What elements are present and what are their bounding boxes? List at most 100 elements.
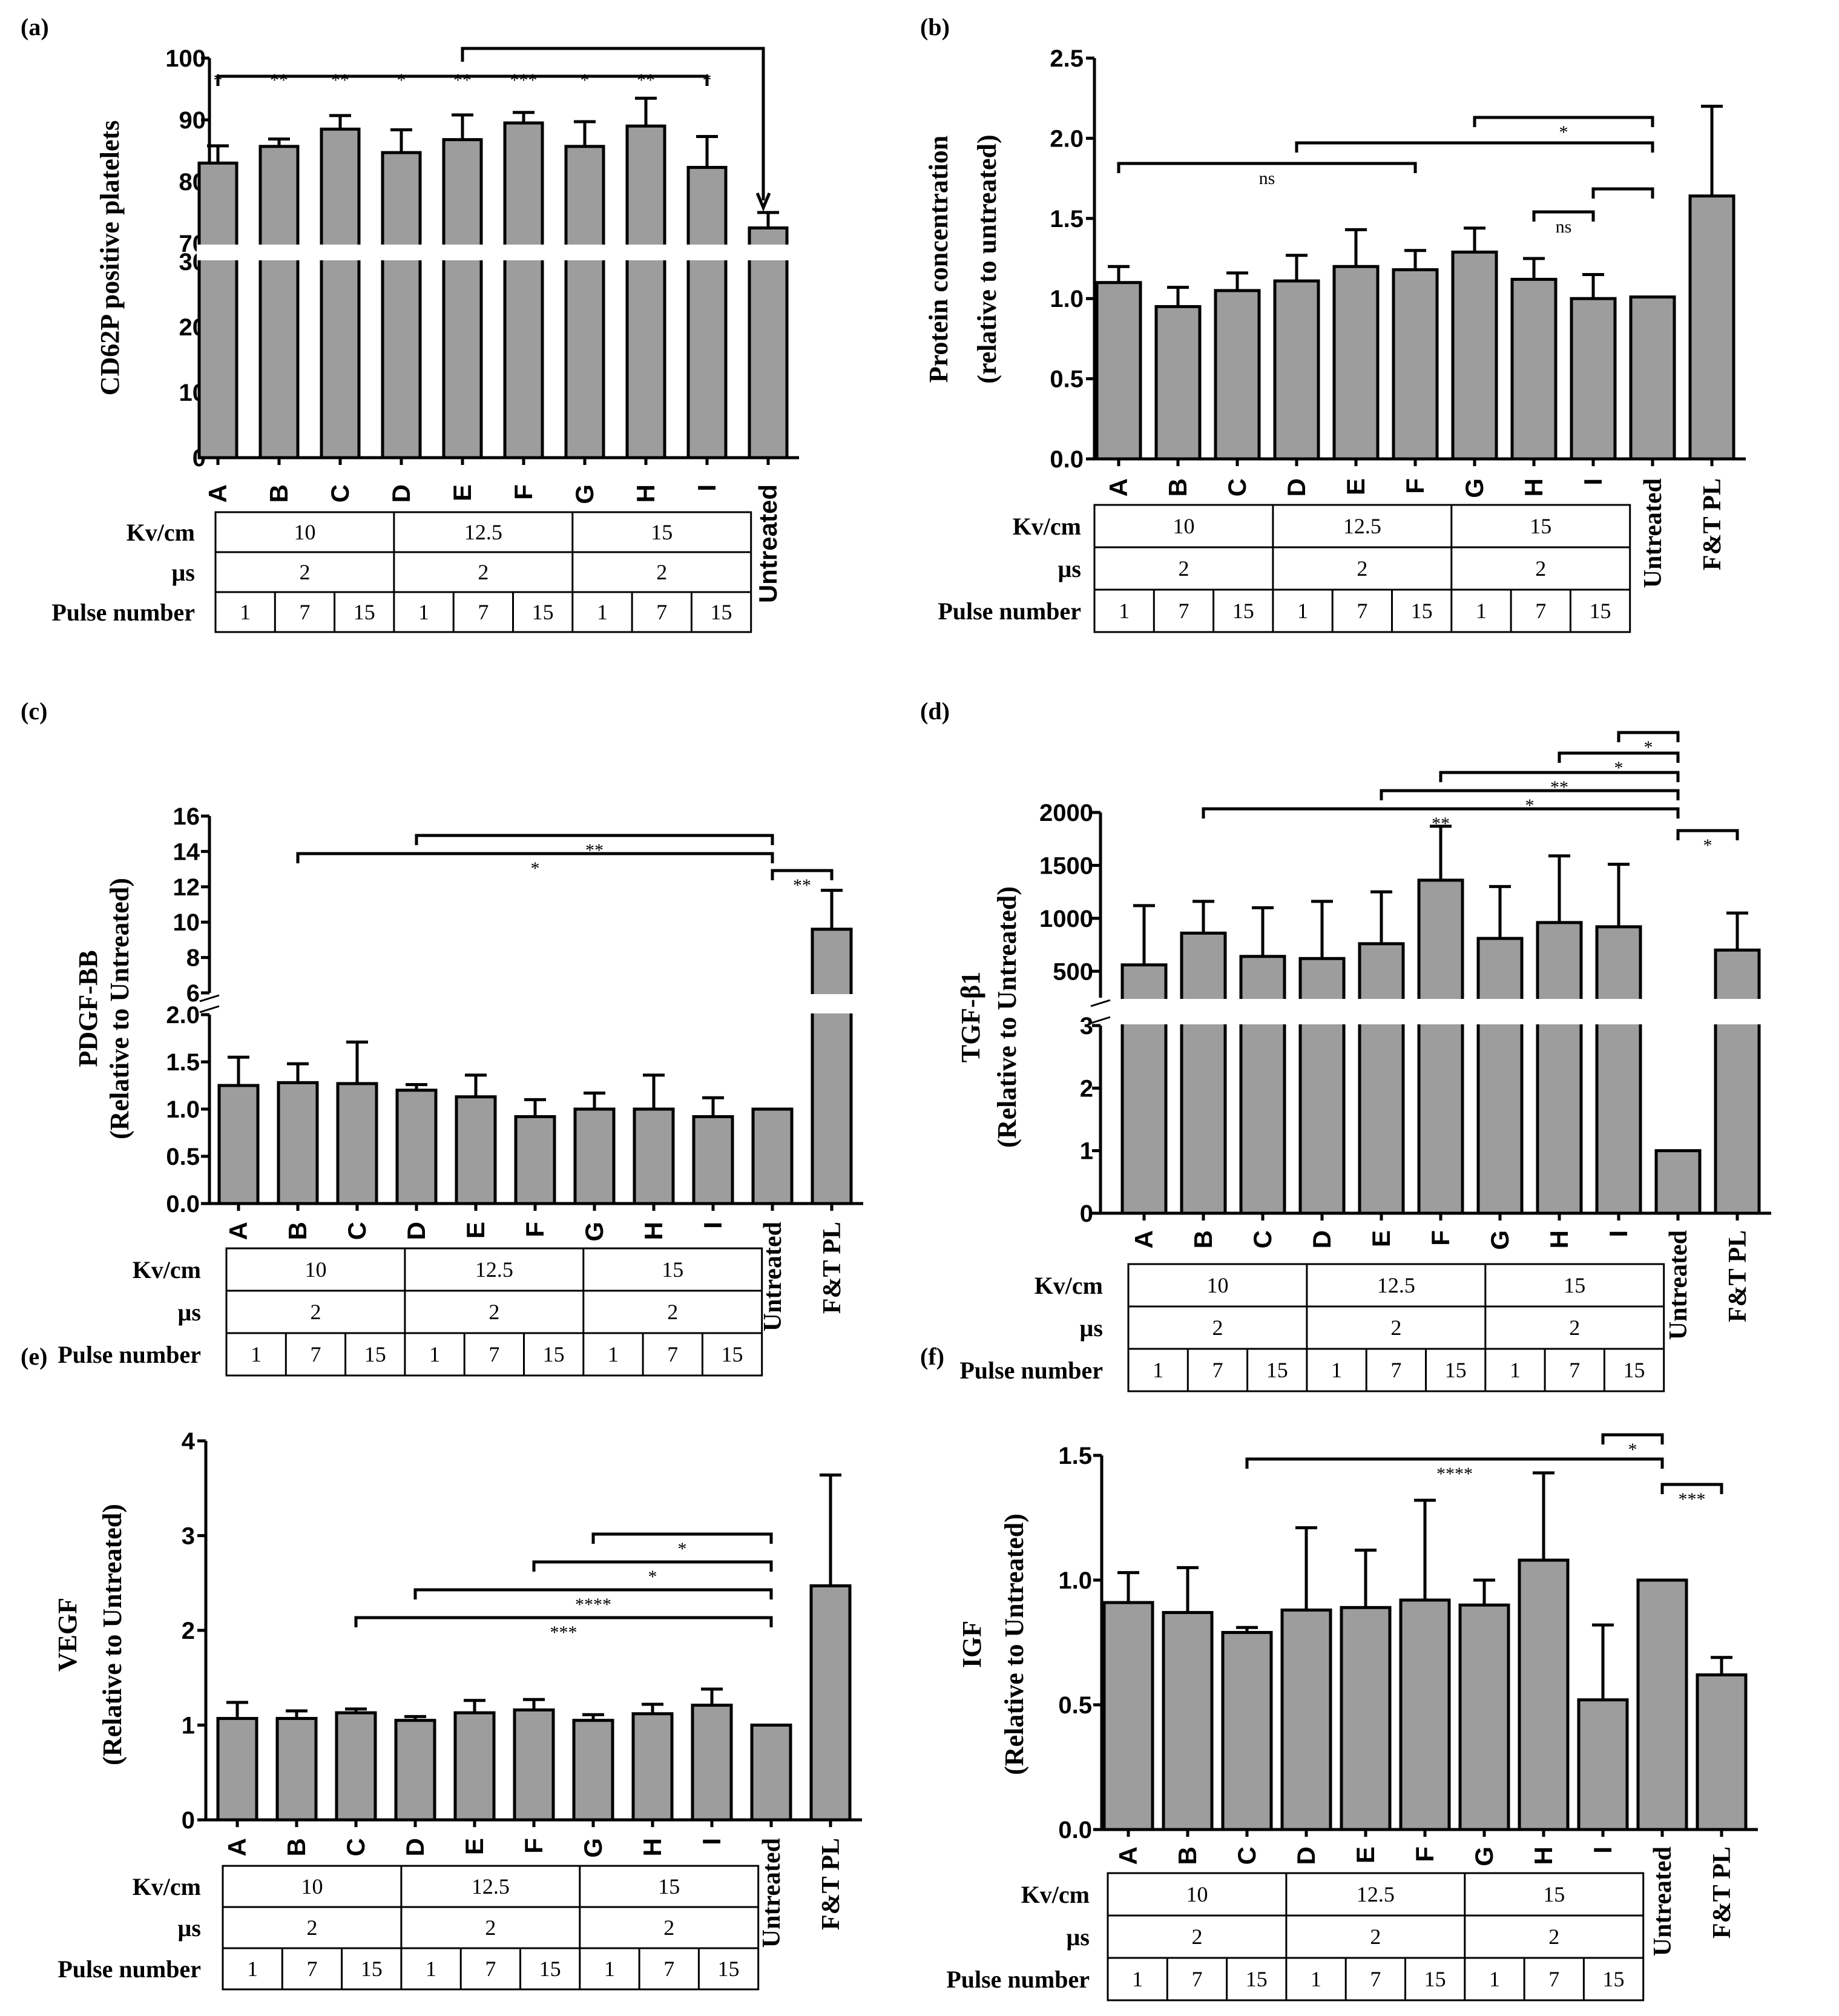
y-tick-label: 2 (182, 1618, 195, 1644)
comparison-bracket (1617, 731, 1680, 742)
y-tick-label: 2.0 (166, 1002, 200, 1029)
x-tick-label: I (1588, 1846, 1617, 1854)
y-tick-label: 0.0 (166, 1191, 200, 1217)
axis-break-gap (441, 245, 484, 260)
axis-break-gap (810, 994, 854, 1013)
comparison-bracket (413, 1588, 773, 1599)
x-tick-label: F&T PL (1708, 1846, 1736, 1939)
x-tick-label: C (341, 1838, 370, 1856)
table-duration-cell: 2 (489, 1300, 499, 1324)
axis-break-gap (1120, 999, 1168, 1024)
comparison-bracket (1558, 751, 1680, 763)
x-tick-label: A (1104, 478, 1133, 496)
table-duration-cell: 2 (1535, 556, 1546, 581)
axis-break-gap (319, 245, 361, 260)
x-tick-label: F (519, 1838, 548, 1854)
bar-E (1358, 942, 1405, 1215)
chart-panel-6: (f) 0.0 0.5 1.0 1.5 A B C D E F G H I Untreated F&T PL I… (920, 1343, 1758, 2001)
axis-break-gap (1179, 999, 1228, 1024)
comparison-bracket (1117, 162, 1417, 173)
table-duration-cell: 2 (663, 1916, 674, 1940)
comparison-label: * (1525, 796, 1535, 815)
bar-Untreated (748, 226, 789, 460)
bar-G (564, 145, 605, 460)
bar-E (455, 1095, 497, 1205)
x-tick-label: E (461, 1222, 490, 1239)
table-duration-cell: 2 (656, 560, 667, 584)
comparison-label: ** (793, 875, 811, 895)
y-axis-label: CD62P positive platelets (95, 120, 125, 396)
x-tick-label: G (1485, 1230, 1514, 1250)
x-tick-label: F (1426, 1230, 1455, 1246)
comparison-bracket (1660, 1483, 1723, 1494)
axis-break-mark (199, 994, 220, 1003)
comparison-bracket (1295, 141, 1654, 153)
comparison-label: ns (1259, 168, 1275, 188)
table-pulse-cell: 1 (1489, 1967, 1500, 1991)
y-tick-label: 100 (165, 45, 206, 72)
table-row-label: µs (177, 1914, 201, 1942)
table-row-label: Kv/cm (127, 519, 195, 546)
comparison-bracket (354, 1616, 773, 1627)
x-tick-label: H (1545, 1230, 1573, 1248)
x-tick-label: F&T PL (817, 1838, 845, 1930)
y-axis-label: IGF (957, 1621, 987, 1668)
bar-significance: ** (331, 70, 349, 90)
bar-C (1214, 289, 1261, 461)
comparison-label: **** (1436, 1464, 1473, 1484)
comparison-arrowhead (755, 193, 771, 212)
table-row-label: Pulse number (58, 1341, 201, 1368)
bar-I (1570, 297, 1617, 461)
y-tick-label: 8 (186, 945, 200, 972)
x-tick-label: I (699, 1222, 727, 1229)
comparison-label: * (648, 1567, 657, 1587)
bar-E (453, 1711, 496, 1822)
y-tick-label: 0.0 (1058, 1817, 1092, 1843)
table-duration-cell: 2 (478, 560, 489, 584)
axis-break-gap (1594, 999, 1643, 1024)
y-tick-label: 2.5 (1050, 45, 1084, 72)
axis-break-gap (1416, 999, 1465, 1024)
table-row-label: Kv/cm (1013, 513, 1081, 540)
y-tick-label: 3 (182, 1523, 195, 1550)
bar-B (1154, 305, 1202, 461)
x-tick-label: Untreated (754, 484, 782, 603)
bar-Untreated (1629, 295, 1676, 461)
bar-F (1399, 1598, 1451, 1831)
comparison-bracket (216, 74, 709, 86)
bar-I (1577, 1698, 1629, 1831)
table-row-label: Pulse number (938, 598, 1081, 625)
table-row-label: Pulse number (51, 599, 195, 626)
table-pulse-cell: 1 (1331, 1358, 1342, 1382)
bar-C (1239, 955, 1286, 1215)
table-duration-cell: 2 (1212, 1316, 1223, 1340)
axis-break-gap (258, 245, 300, 260)
x-tick-label: C (1223, 478, 1251, 496)
table-pulse-cell: 7 (1390, 1358, 1401, 1382)
x-tick-label: H (631, 484, 660, 502)
table-pulse-cell: 7 (1548, 1967, 1559, 1991)
y-axis-label-2: (relative to untreated) (972, 134, 1002, 383)
table-pulse-cell: 1 (1510, 1358, 1521, 1382)
x-tick-label: I (1604, 1230, 1633, 1237)
comparison-bracket (1380, 789, 1680, 800)
table-pulse-cell: 7 (1370, 1967, 1381, 1991)
x-tick-label: A (203, 484, 232, 502)
comparison-label: ** (1550, 777, 1568, 797)
x-tick-label: I (693, 484, 721, 492)
y-axis-label-2: (Relative to Untreated) (105, 878, 134, 1139)
y-tick-label: 1.5 (166, 1049, 200, 1076)
table-field-cell: 15 (662, 1257, 683, 1282)
bar-significance: * (581, 70, 590, 90)
table-field-cell: 12.5 (475, 1257, 513, 1282)
table-field-cell: 10 (294, 520, 315, 544)
table-duration-cell: 2 (1178, 556, 1189, 581)
table-duration-cell: 2 (299, 560, 310, 584)
bar-significance: ** (453, 70, 472, 90)
table-field-cell: 15 (1564, 1273, 1585, 1297)
table-pulse-cell: 7 (310, 1342, 321, 1366)
chart-panel-1: (a)0102030708090100***************ABCDEF… (21, 13, 799, 633)
comparison-bracket (415, 834, 774, 845)
y-tick-label: 2.0 (1050, 125, 1084, 152)
bar-E (1340, 1606, 1392, 1831)
